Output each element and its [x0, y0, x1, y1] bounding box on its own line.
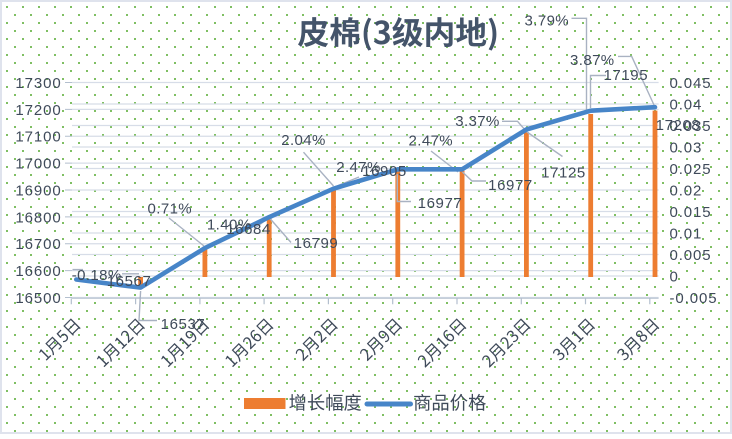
svg-text:2.47%: 2.47% — [409, 132, 454, 149]
svg-text:0.01: 0.01 — [670, 225, 703, 242]
svg-text:16567: 16567 — [107, 273, 152, 290]
svg-text:0.71%: 0.71% — [148, 200, 193, 217]
svg-text:16700: 16700 — [15, 236, 61, 253]
svg-text:3.87%: 3.87% — [570, 52, 615, 69]
svg-text:17000: 17000 — [15, 156, 61, 173]
svg-text:16905: 16905 — [362, 163, 407, 180]
svg-text:17195: 17195 — [603, 67, 648, 84]
svg-text:2.04%: 2.04% — [281, 132, 326, 149]
svg-text:0.045: 0.045 — [670, 75, 712, 92]
svg-text:3.79%: 3.79% — [525, 12, 570, 29]
svg-text:17125: 17125 — [541, 165, 586, 182]
svg-text:-0.18%: -0.18% — [72, 267, 122, 284]
svg-text:16600: 16600 — [15, 263, 61, 280]
svg-text:16537: 16537 — [161, 316, 206, 333]
svg-text:16799: 16799 — [294, 235, 339, 252]
svg-text:16500: 16500 — [15, 290, 61, 307]
svg-text:0.035: 0.035 — [670, 118, 712, 135]
svg-text:-0.005: -0.005 — [670, 290, 718, 307]
svg-text:16900: 16900 — [15, 182, 61, 199]
svg-text:16977: 16977 — [418, 195, 463, 212]
svg-text:16800: 16800 — [15, 209, 61, 226]
svg-text:3.37%: 3.37% — [455, 113, 500, 130]
svg-text:17100: 17100 — [15, 129, 61, 146]
svg-text:16977: 16977 — [488, 177, 533, 194]
svg-text:0.03: 0.03 — [670, 139, 703, 156]
svg-text:0.04: 0.04 — [670, 97, 703, 114]
svg-text:0.02: 0.02 — [670, 182, 703, 199]
svg-text:16684: 16684 — [226, 221, 271, 238]
svg-text:2.47%: 2.47% — [336, 159, 381, 176]
svg-text:0.015: 0.015 — [670, 204, 712, 221]
svg-text:0.025: 0.025 — [670, 161, 712, 178]
svg-text:0.005: 0.005 — [670, 247, 712, 264]
svg-text:17200: 17200 — [15, 102, 61, 119]
svg-text:0: 0 — [670, 268, 679, 285]
svg-text:17208: 17208 — [656, 117, 701, 134]
svg-text:1.40%: 1.40% — [207, 217, 252, 234]
svg-text:17300: 17300 — [15, 75, 61, 92]
